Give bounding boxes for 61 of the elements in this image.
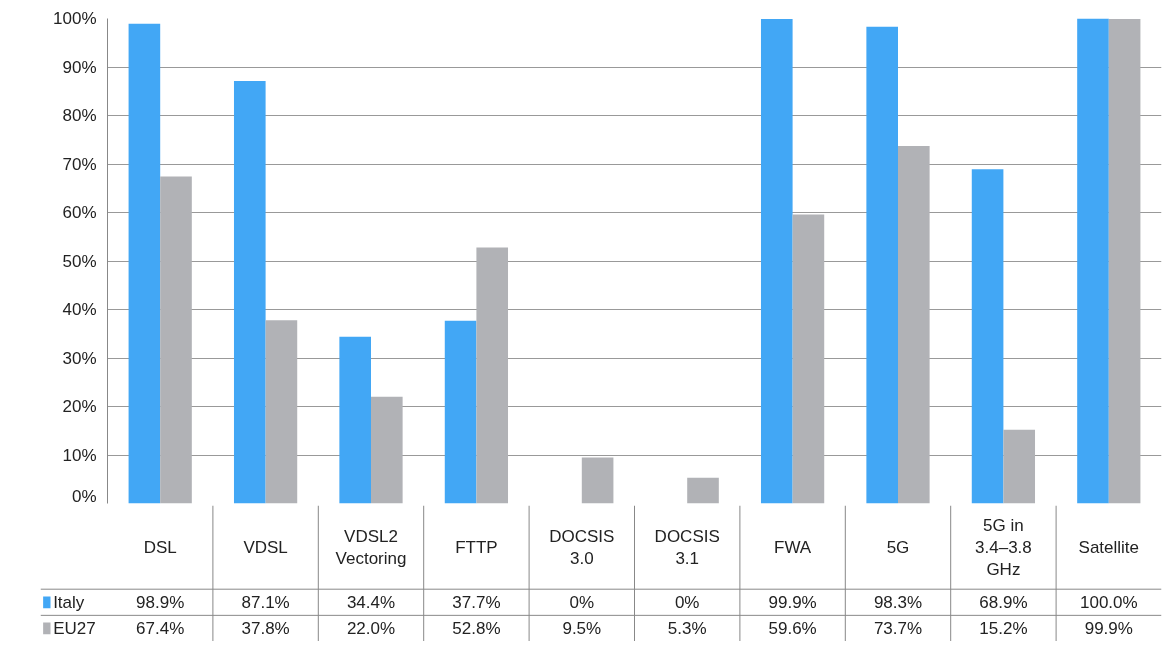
bar — [1077, 18, 1109, 504]
bar — [476, 247, 509, 504]
data-label: 100.0% — [1079, 592, 1138, 612]
bar — [760, 18, 793, 504]
legend-label: Italy — [53, 592, 85, 612]
y-tick-label: 80% — [62, 106, 97, 125]
data-label: 99.9% — [1084, 618, 1133, 638]
y-tick-label: 90% — [62, 57, 97, 77]
bar — [371, 396, 403, 504]
y-tick-label: 30% — [62, 348, 97, 368]
y-tick-label: 0% — [71, 486, 97, 506]
y-tick-label: 20% — [62, 397, 97, 416]
y-tick-label: 70% — [62, 154, 97, 174]
data-label: 0% — [569, 592, 595, 612]
bar — [971, 169, 1004, 504]
bar — [1108, 18, 1141, 504]
bar — [792, 214, 825, 504]
data-label: 59.6% — [768, 618, 817, 638]
data-label: 98.3% — [873, 592, 923, 612]
bar — [1003, 429, 1036, 504]
x-tick-label: VDSL — [243, 537, 288, 557]
x-tick-label: DOCSIS 3.0 — [549, 526, 615, 568]
bar — [687, 477, 719, 504]
x-tick-label: DSL — [143, 537, 177, 557]
data-label: 68.9% — [979, 592, 1028, 612]
bar — [444, 320, 477, 504]
data-label: 73.7% — [873, 618, 923, 638]
data-label: 34.4% — [346, 592, 396, 612]
bar — [581, 457, 614, 504]
bar — [898, 146, 930, 504]
data-label: 87.1% — [241, 592, 290, 612]
y-tick-label: 100% — [53, 9, 97, 28]
data-label: 37.8% — [241, 618, 290, 638]
bar — [233, 81, 266, 504]
data-label: 67.4% — [136, 618, 185, 638]
x-tick-label: 5G in 3.4–3.8 GHz — [975, 516, 1032, 579]
data-label: 99.9% — [768, 592, 817, 612]
data-label: 9.5% — [562, 618, 602, 638]
data-label: 37.7% — [452, 592, 501, 612]
y-tick-label: 40% — [62, 300, 97, 319]
data-label: 22.0% — [346, 618, 396, 638]
y-tick-label: 50% — [62, 251, 97, 271]
x-tick-label: FWA — [774, 537, 812, 557]
y-tick-label: 10% — [62, 445, 97, 465]
data-label: 52.8% — [452, 618, 501, 638]
legend-label: EU27 — [53, 618, 96, 638]
x-tick-label: VDSL2 Vectoring — [335, 526, 407, 568]
bar — [339, 336, 371, 504]
bar — [265, 320, 298, 504]
bar — [160, 176, 192, 504]
x-tick-label: Satellite — [1078, 537, 1140, 557]
x-tick-label: 5G — [886, 537, 910, 557]
data-label: 98.9% — [136, 592, 185, 612]
bar — [128, 23, 161, 504]
x-tick-label: FTTP — [455, 537, 498, 557]
x-tick-label: DOCSIS 3.1 — [654, 526, 720, 568]
bar — [866, 26, 898, 504]
y-tick-label: 60% — [62, 203, 97, 222]
data-label: 5.3% — [667, 618, 707, 638]
data-label: 15.2% — [979, 618, 1028, 638]
data-label: 0% — [674, 592, 700, 612]
